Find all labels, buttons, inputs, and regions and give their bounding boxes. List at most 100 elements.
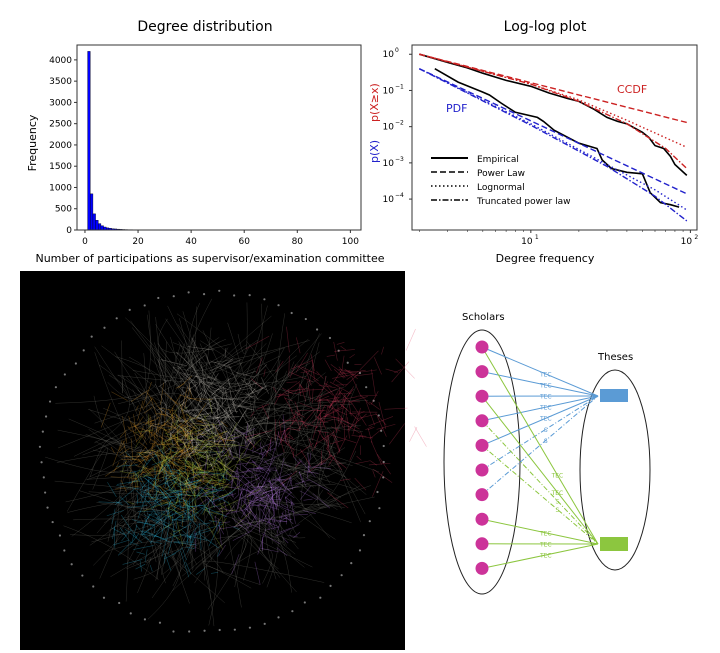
network-edge: [121, 458, 149, 461]
network-edge: [206, 506, 213, 520]
network-edge: [205, 495, 224, 514]
network-edge: [236, 372, 255, 378]
network-edge: [166, 425, 190, 442]
x-tick-label: 10: [681, 237, 693, 247]
network-edge: [57, 401, 164, 449]
network-edge: [252, 381, 267, 391]
network-edge: [225, 407, 231, 421]
network-edge: [189, 462, 209, 472]
network-edge: [188, 495, 215, 498]
network-edge: [164, 466, 169, 488]
network-edge: [186, 449, 212, 458]
network-edge: [179, 343, 232, 406]
network-node: [44, 415, 48, 418]
network-edge: [204, 479, 242, 608]
network-edge: [231, 404, 252, 411]
network-edge: [265, 515, 275, 526]
network-edge: [197, 490, 210, 500]
network-edge: [156, 476, 178, 487]
network-edge: [279, 413, 301, 426]
network-node: [263, 298, 266, 301]
network-edge: [368, 462, 391, 466]
network-edge: [194, 486, 216, 491]
network-edge: [167, 463, 176, 484]
network-edge: [159, 306, 198, 368]
network-edge: [155, 324, 239, 440]
network-edge: [245, 426, 252, 437]
network-edge: [256, 487, 279, 497]
network-edge: [104, 460, 128, 477]
network-edge: [339, 369, 366, 375]
network-edge: [143, 466, 158, 478]
network-edge: [214, 399, 227, 414]
network-edge: [278, 429, 285, 447]
network-edge: [128, 416, 138, 443]
network-edge: [181, 532, 249, 610]
network-edge: [267, 494, 274, 512]
network-edge: [216, 446, 220, 456]
network-edge: [219, 524, 243, 530]
network-edge: [278, 489, 280, 506]
network-edge: [345, 410, 347, 421]
loglog-title: Log-log plot: [504, 19, 587, 35]
network-edge: [193, 462, 201, 482]
network-edge: [240, 486, 260, 500]
network-edge: [238, 433, 245, 454]
network-edge: [192, 462, 200, 479]
network-edge: [375, 413, 387, 426]
x-tick-label: 10: [521, 237, 533, 247]
network-edge: [385, 368, 399, 373]
network-edge: [283, 507, 296, 513]
network-edge: [339, 371, 346, 379]
network-edge: [185, 438, 204, 461]
network-edge: [209, 494, 226, 501]
network-edge: [161, 539, 167, 557]
network-edge: [299, 486, 311, 500]
network-edge: [219, 493, 229, 498]
network-edge: [255, 473, 263, 484]
network-edge: [186, 441, 204, 444]
network-edge: [215, 510, 236, 513]
network-edge: [224, 468, 235, 478]
network-edge: [213, 424, 217, 448]
network-edge: [219, 503, 228, 512]
network-node: [40, 461, 43, 464]
network-edge: [176, 454, 189, 461]
network-edge: [167, 467, 186, 475]
y-tick-label: 1500: [49, 162, 72, 172]
histogram-bar: [90, 193, 94, 231]
pdf-truncated-power-law-line: [418, 68, 688, 222]
network-edge: [146, 511, 153, 520]
network-edge: [378, 401, 387, 429]
network-edge: [275, 360, 284, 373]
network-edge: [191, 433, 201, 441]
network-edge: [124, 451, 136, 461]
network-edge: [159, 489, 167, 499]
network-edge: [187, 381, 193, 395]
network-edge: [161, 477, 170, 480]
network-edge: [184, 471, 190, 478]
network-edge: [196, 479, 212, 488]
network-edge: [111, 391, 128, 401]
network-edge: [245, 335, 270, 350]
network-edge: [222, 407, 235, 416]
network-edge: [147, 493, 163, 507]
network-edge: [237, 408, 248, 424]
network-edge: [194, 381, 202, 403]
histogram-ticks: 0 20 40 60 80 1000500100015002000250030003500…: [49, 56, 359, 247]
network-edge: [224, 388, 228, 397]
network-edge: [325, 447, 343, 471]
network-edge: [154, 465, 156, 486]
network-edge: [190, 440, 205, 451]
network-edge: [134, 470, 143, 488]
network-edge: [219, 469, 236, 479]
network-edge: [279, 527, 291, 533]
network-edge: [231, 466, 239, 485]
network-edge: [214, 454, 226, 456]
network-edge: [148, 490, 160, 502]
network-edge: [119, 526, 130, 542]
network-edge: [176, 414, 178, 442]
network-node: [74, 362, 77, 365]
network-edge: [213, 458, 234, 472]
network-node: [315, 328, 319, 331]
